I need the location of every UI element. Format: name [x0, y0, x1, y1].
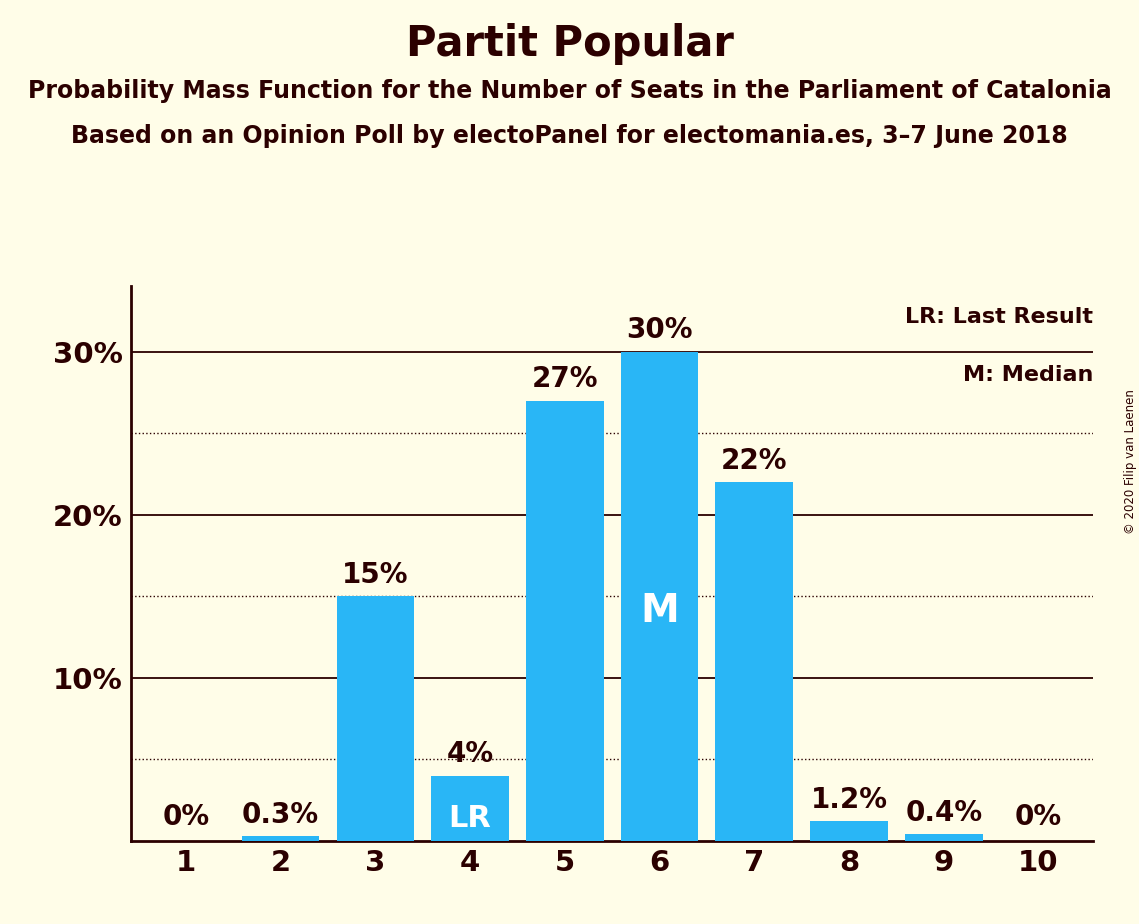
Text: 22%: 22% — [721, 447, 787, 475]
Text: M: Median: M: Median — [964, 365, 1093, 384]
Bar — [621, 352, 698, 841]
Text: 30%: 30% — [626, 316, 693, 345]
Text: Based on an Opinion Poll by electoPanel for electomania.es, 3–7 June 2018: Based on an Opinion Poll by electoPanel … — [71, 124, 1068, 148]
Bar — [432, 775, 509, 841]
Bar — [810, 821, 888, 841]
Text: 0.4%: 0.4% — [906, 799, 982, 827]
Text: Probability Mass Function for the Number of Seats in the Parliament of Catalonia: Probability Mass Function for the Number… — [27, 79, 1112, 103]
Text: LR: LR — [449, 804, 492, 833]
Text: LR: Last Result: LR: Last Result — [906, 307, 1093, 327]
Bar — [904, 834, 983, 841]
Text: 4%: 4% — [446, 740, 493, 768]
Bar — [336, 596, 415, 841]
Text: 0.3%: 0.3% — [243, 800, 319, 829]
Text: 0%: 0% — [1015, 803, 1062, 831]
Text: Partit Popular: Partit Popular — [405, 23, 734, 65]
Text: 15%: 15% — [342, 561, 409, 589]
Bar — [715, 482, 793, 841]
Bar — [526, 401, 604, 841]
Text: 1.2%: 1.2% — [811, 786, 887, 814]
Text: 27%: 27% — [532, 365, 598, 394]
Text: 0%: 0% — [163, 803, 210, 831]
Text: © 2020 Filip van Laenen: © 2020 Filip van Laenen — [1124, 390, 1137, 534]
Bar — [241, 836, 320, 841]
Text: M: M — [640, 592, 679, 630]
